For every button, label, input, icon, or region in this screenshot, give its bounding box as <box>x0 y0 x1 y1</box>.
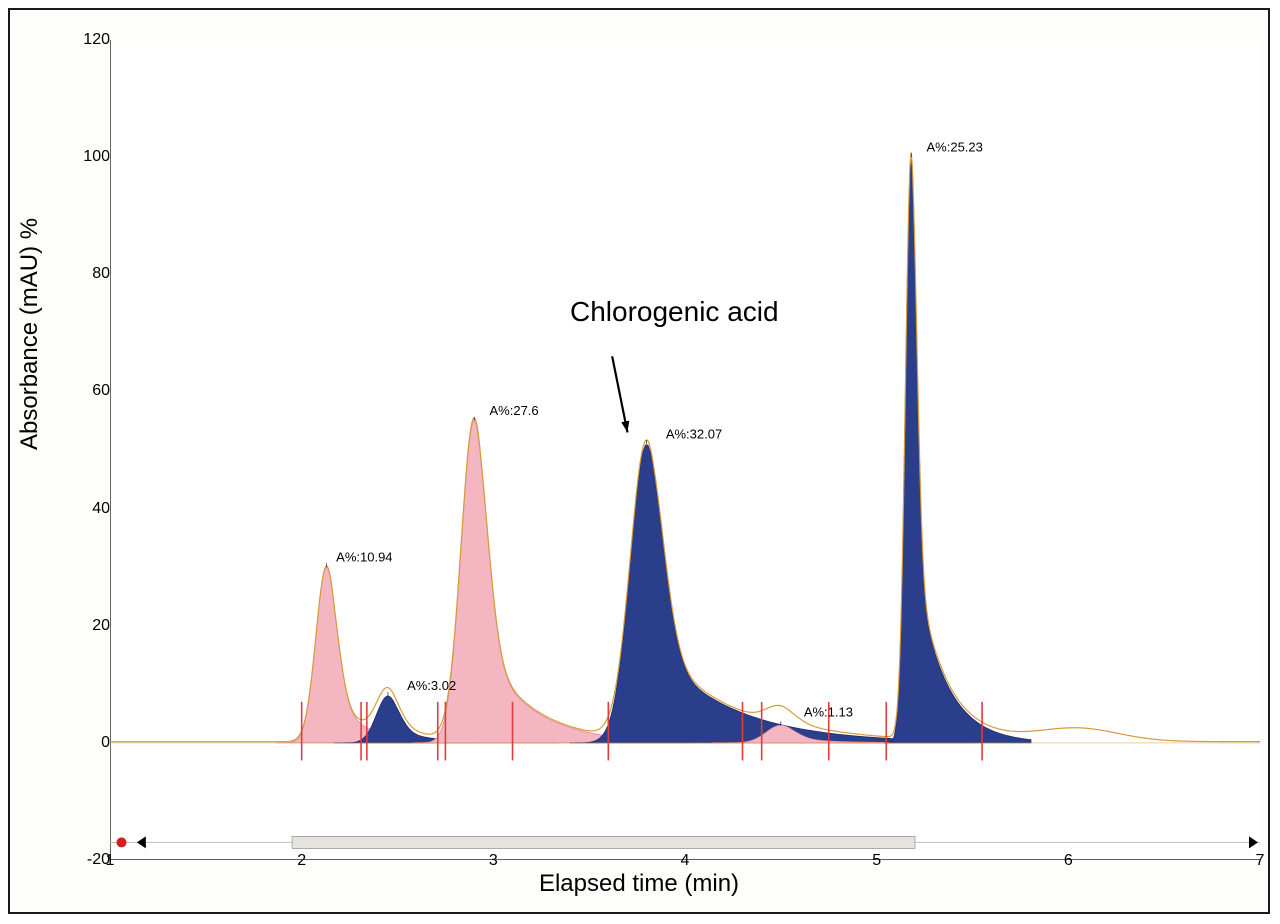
peak-label: A%:25.23 <box>927 139 983 154</box>
y-tick-label: 120 <box>83 31 110 49</box>
peak-label: A%:32.07 <box>666 426 722 441</box>
x-tick-label: 1 <box>106 852 115 870</box>
peak-p6 <box>884 158 1031 743</box>
scroll-right-icon[interactable] <box>1249 836 1258 848</box>
y-tick-label: 80 <box>92 265 110 283</box>
x-tick-label: 2 <box>297 852 306 870</box>
chart-frame: Absorbance (mAU) % Elapsed time (min) A%… <box>8 8 1270 914</box>
y-axis-label: Absorbance (mAU) % <box>16 218 44 450</box>
range-scrollbar[interactable] <box>292 836 915 848</box>
y-tick-label: 40 <box>92 500 110 518</box>
peak-label: A%:10.94 <box>336 549 392 564</box>
annotation-label: Chlorogenic acid <box>570 296 779 327</box>
y-tick-label: 100 <box>83 148 110 166</box>
peak-label: A%:3.02 <box>407 678 456 693</box>
peak-label: A%:1.13 <box>804 705 853 720</box>
x-tick-label: 3 <box>489 852 498 870</box>
y-tick-label: 60 <box>92 382 110 400</box>
chromatogram-trace <box>110 152 1260 741</box>
peak-label: A%:27.6 <box>490 403 539 418</box>
annotation-arrow <box>612 356 627 432</box>
x-axis-label: Elapsed time (min) <box>539 870 739 898</box>
y-tick-label: 20 <box>92 617 110 635</box>
chromatogram-svg: A%:10.94 A%:3.02 A%:27.6 A%:32.07 A%:1.13 A%:… <box>110 40 1260 860</box>
scroll-left-icon[interactable] <box>137 836 146 848</box>
y-tick-label: 0 <box>101 734 110 752</box>
x-tick-label: 7 <box>1256 852 1265 870</box>
x-tick-label: 5 <box>872 852 881 870</box>
plot-area: A%:10.94 A%:3.02 A%:27.6 A%:32.07 A%:1.13 A%:… <box>110 40 1260 860</box>
x-tick-label: 6 <box>1064 852 1073 870</box>
record-dot-icon[interactable] <box>117 837 127 847</box>
x-tick-label: 4 <box>681 852 690 870</box>
